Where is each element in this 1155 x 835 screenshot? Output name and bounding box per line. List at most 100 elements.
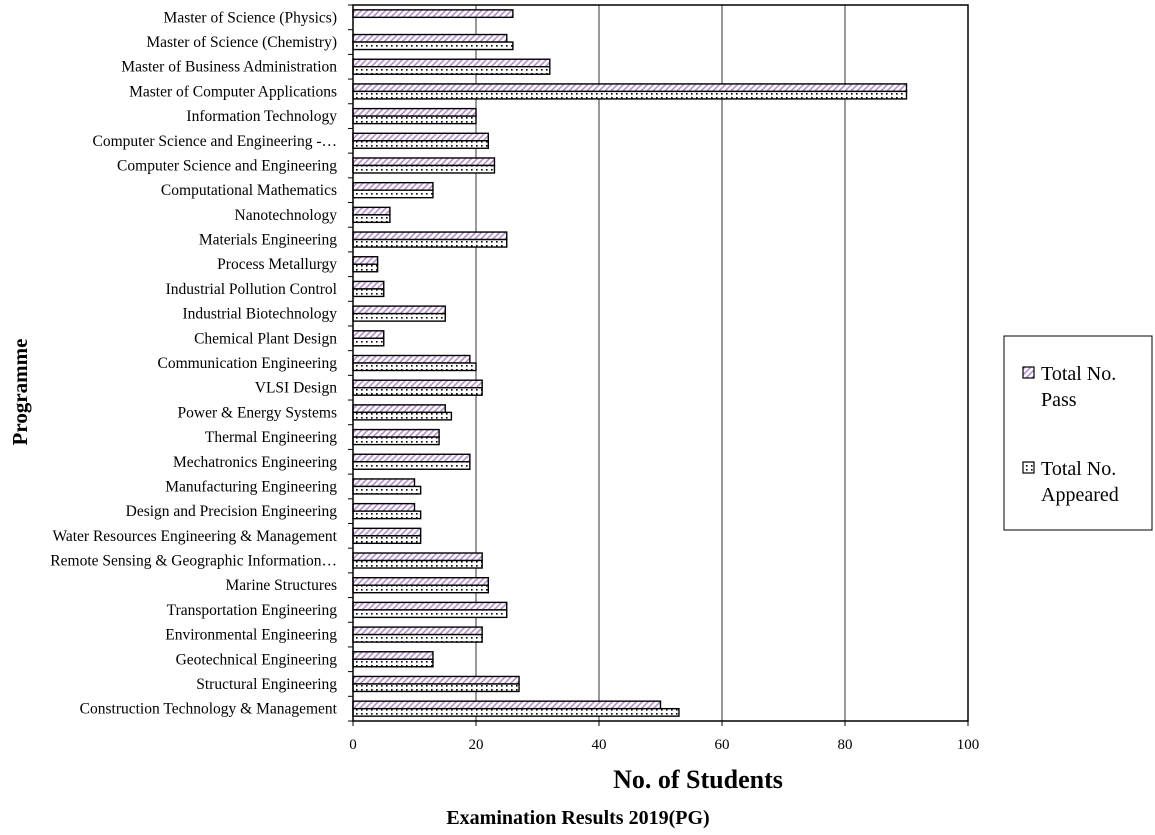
category-label: Process Metallurgy [217,256,337,273]
bar-appeared [352,707,680,717]
x-tick-label: 60 [715,737,730,753]
category-label: Geotechnical Engineering [176,651,338,668]
category-label: Remote Sensing & Geographic Information… [50,553,337,570]
legend: Total No. Pass Total No. Appeared [1003,335,1153,531]
legend-label-pass: Total No. [1041,363,1116,385]
bar-appeared [352,189,434,199]
bar-pass [352,330,385,340]
bar-pass [352,577,490,586]
bar-pass [352,428,440,438]
bar-appeared [352,436,440,446]
category-label: Manufacturing Engineering [165,478,337,495]
x-axis-title: No. of Students [613,765,783,794]
legend-swatch-pass [1022,366,1035,379]
bar-pass [352,206,391,216]
bar-pass [352,404,446,414]
bar-appeared [352,288,385,298]
category-label: Computational Mathematics [161,182,337,199]
category-label: Master of Computer Applications [129,83,337,100]
category-label: Industrial Biotechnology [182,306,337,323]
bar-appeared [352,510,422,520]
category-label: VLSI Design [255,380,337,397]
category-label: Thermal Engineering [205,429,337,446]
category-label: Computer Science and Engineering [117,157,337,174]
bar-appeared [352,461,471,470]
bar-appeared [352,214,391,224]
bar-appeared [352,115,477,125]
x-tick-label: 0 [349,737,357,753]
bar-appeared [352,584,490,594]
legend-swatch-appeared [1022,461,1035,474]
bar-appeared [352,66,551,75]
bar-pass [352,231,508,241]
bar-pass [352,83,908,93]
category-label: Nanotechnology [235,207,338,224]
category-label: Marine Structures [226,577,337,594]
category-label: Design and Precision Engineering [126,503,338,520]
bar-pass [352,601,508,611]
bar-pass [352,58,551,68]
bar-appeared [352,633,483,643]
category-label: Chemical Plant Design [194,330,337,347]
category-label: Environmental Engineering [165,627,337,644]
bar-appeared [352,362,477,372]
bar-appeared [352,337,385,347]
y-axis-title: Programme [8,339,32,446]
bar-pass [352,478,416,488]
bar-pass [352,502,416,512]
bar-pass [352,626,483,636]
category-label: Computer Science and Engineering -… [93,133,337,150]
bar-appeared [352,140,490,149]
bar-pass [352,651,434,660]
bar-appeared [352,263,379,273]
legend-label-pass-line2: Pass [1041,389,1077,411]
bar-appeared [352,559,483,569]
category-label: Water Resources Engineering & Management [52,528,337,545]
x-tick-label: 20 [469,737,484,753]
bar-appeared [352,683,520,693]
bar-appeared [352,90,908,100]
bar-appeared [352,238,508,248]
bar-pass [352,9,514,19]
bar-pass [352,453,471,463]
bar-pass [352,107,477,117]
category-label: Transportation Engineering [167,602,338,619]
bar-appeared [352,164,496,174]
category-label: Master of Business Administration [121,59,337,76]
category-label: Construction Technology & Management [80,701,338,718]
bar-pass [352,280,385,290]
bar-appeared [352,609,508,619]
bar-pass [352,305,446,315]
category-label: Power & Energy Systems [178,404,337,421]
bar-pass [352,33,508,43]
category-label: Information Technology [186,108,337,125]
bar-pass [352,675,520,685]
bar-pass [352,354,471,364]
plot-frame [352,4,969,722]
bar-pass [352,700,662,710]
category-label: Mechatronics Engineering [173,454,337,471]
bar-appeared [352,411,453,421]
bar-pass [352,181,434,191]
bar-pass [352,132,490,142]
chart-caption: Examination Results 2019(PG) [446,807,709,829]
bar-pass [352,379,483,389]
x-tick-label: 100 [957,737,980,753]
category-label: Industrial Pollution Control [166,281,337,298]
category-label: Materials Engineering [199,232,337,249]
bar-appeared [352,535,422,545]
bar-pass [352,552,483,562]
bar-appeared [352,658,434,668]
category-label: Structural Engineering [196,676,337,693]
category-label: Master of Science (Chemistry) [146,34,337,51]
bar-appeared [352,41,514,51]
category-label: Master of Science (Physics) [164,9,337,26]
x-tick-label: 40 [592,737,607,753]
x-tick-label: 80 [838,737,853,753]
category-label: Communication Engineering [157,355,337,372]
legend-box [1003,335,1153,531]
bar-pass [352,157,496,167]
bar-appeared [352,312,446,322]
